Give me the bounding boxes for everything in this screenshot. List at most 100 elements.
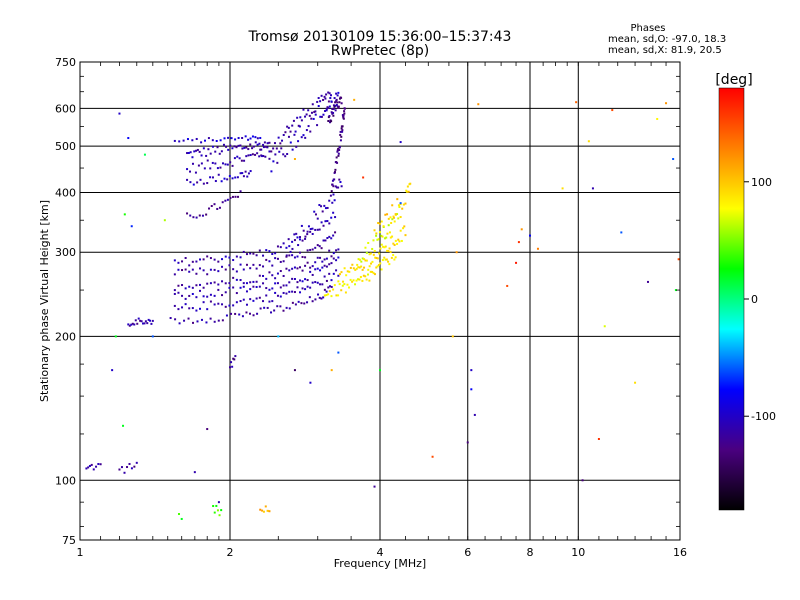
- data-point: [337, 256, 340, 259]
- data-point: [173, 259, 176, 262]
- data-point: [205, 154, 208, 157]
- data-point: [184, 287, 187, 290]
- data-point: [252, 280, 255, 283]
- data-point: [213, 203, 216, 206]
- data-point: [431, 455, 434, 458]
- data-point: [274, 257, 277, 260]
- data-point: [335, 259, 338, 262]
- data-point: [146, 322, 149, 325]
- data-point: [279, 305, 282, 308]
- data-point: [242, 285, 245, 288]
- data-point: [174, 318, 177, 321]
- data-point: [293, 256, 296, 259]
- data-point: [259, 508, 262, 511]
- y-tick-label-0: 75: [62, 534, 76, 547]
- data-point: [316, 124, 319, 127]
- data-point: [337, 105, 340, 108]
- data-point: [380, 268, 383, 271]
- data-point: [308, 114, 311, 117]
- data-point: [672, 158, 675, 161]
- data-point: [325, 257, 328, 260]
- data-point: [399, 229, 402, 232]
- data-point: [188, 307, 191, 310]
- data-point: [245, 303, 248, 306]
- data-point: [242, 298, 245, 301]
- data-point: [373, 485, 376, 488]
- data-point: [230, 361, 233, 364]
- data-point: [177, 308, 180, 311]
- data-point: [285, 292, 288, 295]
- data-point: [305, 129, 308, 132]
- data-point: [319, 100, 322, 103]
- data-point: [173, 289, 176, 292]
- data-point: [213, 281, 216, 284]
- data-point: [241, 172, 244, 175]
- data-point: [324, 97, 327, 100]
- data-point: [375, 234, 378, 237]
- data-point: [477, 103, 480, 106]
- data-point: [256, 137, 259, 140]
- data-point: [270, 170, 273, 173]
- data-point: [371, 247, 374, 250]
- data-point: [302, 134, 305, 137]
- data-point: [277, 136, 280, 139]
- data-point: [386, 213, 389, 216]
- colorbar-tick-label-0: 100: [751, 176, 772, 189]
- data-point: [385, 236, 388, 239]
- data-point: [216, 207, 219, 210]
- data-point: [245, 282, 248, 285]
- data-point: [293, 369, 296, 372]
- data-point: [237, 195, 240, 198]
- data-point: [264, 505, 267, 508]
- data-point: [243, 146, 246, 149]
- data-point: [143, 322, 146, 325]
- data-point: [294, 303, 297, 306]
- data-point: [328, 263, 331, 266]
- data-point: [196, 148, 199, 151]
- data-point: [218, 152, 221, 155]
- data-point: [314, 228, 317, 231]
- data-point: [199, 178, 202, 181]
- data-point: [242, 268, 245, 271]
- data-point: [248, 312, 251, 315]
- data-point: [241, 136, 244, 139]
- data-point: [282, 260, 285, 263]
- data-point: [195, 260, 198, 263]
- data-point: [393, 258, 396, 261]
- data-point: [238, 313, 241, 316]
- data-point: [517, 241, 520, 244]
- data-point: [328, 121, 331, 124]
- data-point: [195, 296, 198, 299]
- data-point: [381, 259, 384, 262]
- data-point: [202, 295, 205, 298]
- data-point: [297, 300, 300, 303]
- data-point: [333, 178, 336, 181]
- data-point: [282, 133, 285, 136]
- x-tick-label-3: 6: [464, 546, 471, 559]
- data-point: [304, 278, 307, 281]
- data-point: [379, 262, 382, 265]
- stats-line-x: mean, sd,X: 81.9, 20.5: [608, 45, 722, 56]
- data-point: [293, 291, 296, 294]
- data-point: [310, 111, 313, 114]
- data-point: [191, 286, 194, 289]
- data-point: [333, 199, 336, 202]
- data-point: [332, 288, 335, 291]
- data-point: [293, 266, 296, 269]
- data-point: [255, 286, 258, 289]
- data-point: [372, 272, 375, 275]
- data-point: [301, 255, 304, 258]
- x-tick-label-2: 4: [377, 546, 384, 559]
- colorbar: [718, 87, 745, 511]
- data-point: [266, 146, 269, 149]
- data-point: [303, 302, 306, 305]
- data-point: [597, 437, 600, 440]
- data-point: [254, 153, 257, 156]
- data-point: [225, 314, 228, 317]
- data-point: [92, 468, 95, 471]
- data-point: [202, 147, 205, 150]
- data-point: [239, 144, 242, 147]
- data-point: [114, 335, 117, 338]
- data-point: [209, 317, 212, 320]
- data-point: [262, 146, 265, 149]
